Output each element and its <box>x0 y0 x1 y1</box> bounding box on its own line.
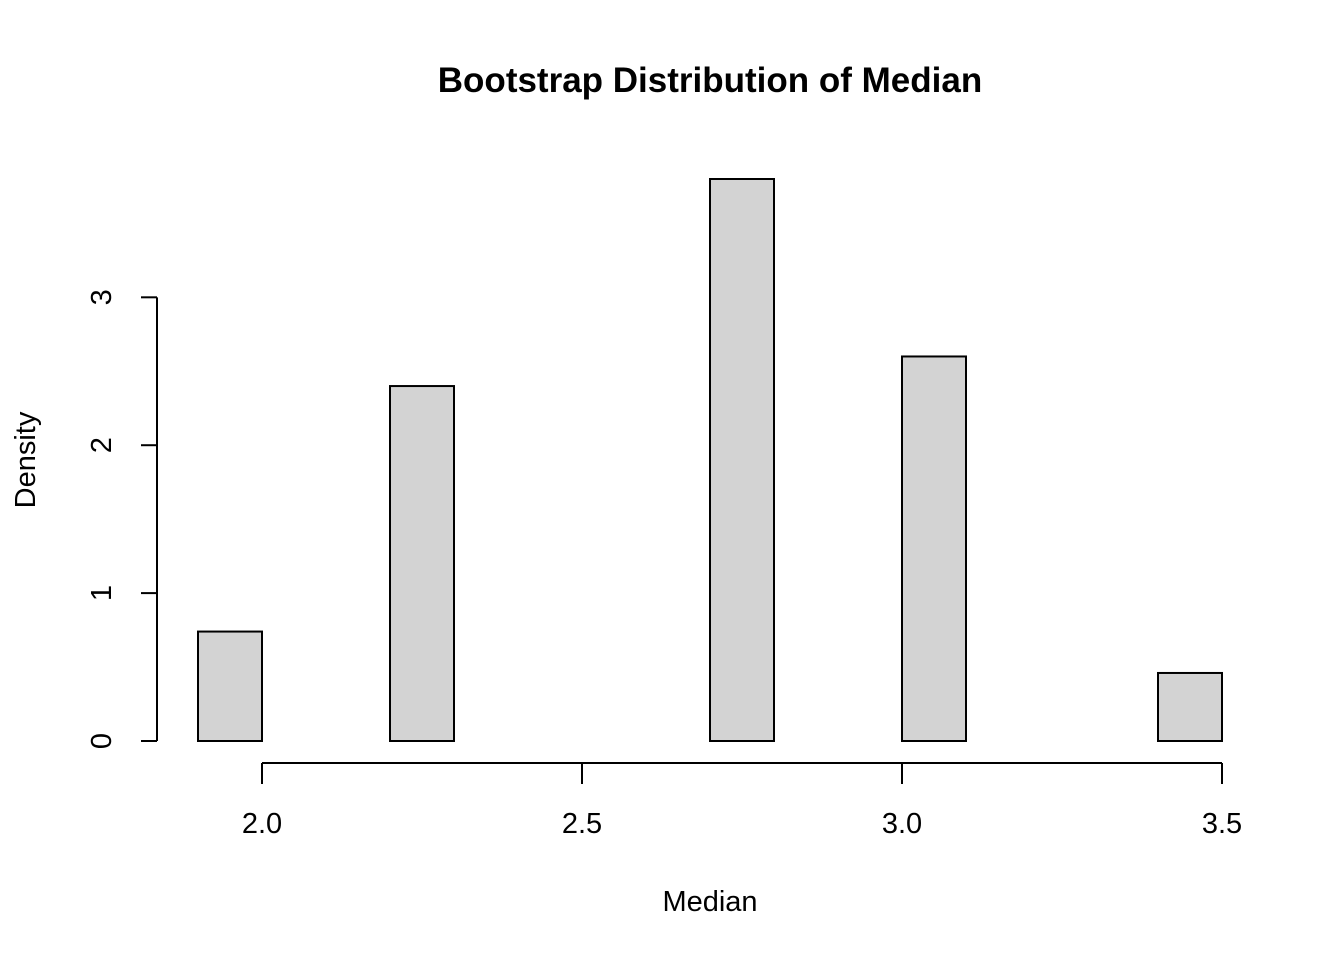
histogram-bars <box>197 178 1223 743</box>
x-axis-label: Median <box>662 886 757 918</box>
y-tick-label: 0 <box>86 733 118 749</box>
histogram-bar <box>1157 671 1223 743</box>
y-tick-label: 2 <box>86 437 118 453</box>
y-tick-label: 1 <box>86 585 118 601</box>
x-tick-label: 2.5 <box>562 808 602 840</box>
histogram-bar <box>197 630 263 743</box>
y-tick-label: 3 <box>86 289 118 305</box>
y-axis-label: Density <box>10 411 42 508</box>
histogram-bar <box>709 178 775 742</box>
histogram-bar <box>901 355 967 742</box>
histogram-bar <box>389 385 455 742</box>
x-tick-label: 3.0 <box>882 808 922 840</box>
x-tick-label: 2.0 <box>242 808 282 840</box>
x-tick-label: 3.5 <box>1202 808 1242 840</box>
y-axis: 0 1 2 3 <box>86 289 158 749</box>
x-axis: 2.0 2.5 3.0 3.5 <box>242 762 1242 840</box>
chart-title: Bootstrap Distribution of Median <box>438 61 982 100</box>
